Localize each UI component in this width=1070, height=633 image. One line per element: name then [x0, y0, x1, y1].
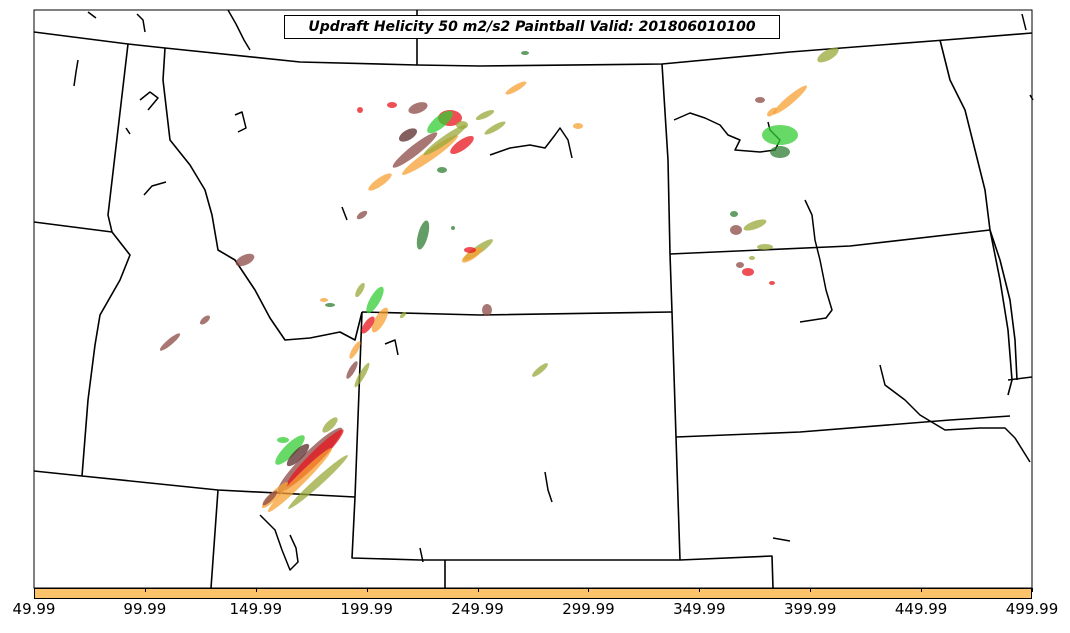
- swath: [235, 253, 255, 267]
- swath: [730, 211, 738, 217]
- water-features: [73, 9, 1034, 571]
- swath: [767, 107, 777, 117]
- map-frame: [33, 9, 1033, 589]
- colorbar-tick-mark: [921, 588, 923, 592]
- swath: [772, 85, 808, 115]
- swath: [451, 226, 455, 230]
- swath: [461, 247, 483, 263]
- swath: [277, 437, 289, 443]
- swath: [408, 102, 428, 114]
- swath: [427, 110, 453, 134]
- swath: [275, 435, 305, 465]
- swath: [755, 97, 765, 103]
- swath: [322, 417, 338, 433]
- swath: [532, 363, 548, 377]
- swath: [325, 303, 335, 307]
- swath: [262, 490, 278, 506]
- colorbar-tick-label: 99.99: [123, 600, 167, 618]
- swath: [770, 146, 790, 158]
- swath: [354, 362, 370, 388]
- swath: [357, 107, 363, 113]
- swath: [482, 304, 492, 316]
- swath: [371, 307, 389, 333]
- colorbar: [34, 588, 1032, 599]
- swath: [573, 123, 583, 129]
- swath: [349, 341, 361, 359]
- swath: [159, 333, 181, 351]
- map-title: Updraft Helicity 50 m2/s2 Paintball Vali…: [284, 15, 780, 39]
- swath: [730, 225, 742, 235]
- swath: [817, 47, 839, 63]
- colorbar-tick-mark: [588, 588, 590, 592]
- colorbar-tick-mark: [810, 588, 812, 592]
- swath: [521, 51, 529, 55]
- swath: [366, 286, 384, 314]
- colorbar-tick-label: 349.99: [673, 600, 726, 618]
- colorbar-tick-mark: [144, 588, 146, 592]
- swath: [757, 244, 773, 250]
- swath: [320, 298, 328, 302]
- swath: [423, 124, 467, 156]
- swath: [475, 109, 495, 121]
- swath: [286, 443, 310, 467]
- swath: [398, 128, 418, 142]
- swath: [437, 167, 447, 173]
- colorbar-tick-label: 299.99: [562, 600, 615, 618]
- colorbar-tick-label: 499.99: [1005, 600, 1059, 618]
- colorbar-tick-label: 199.99: [340, 600, 393, 618]
- swath: [356, 210, 368, 220]
- swath: [288, 455, 348, 509]
- colorbar-tick-label: 149.99: [229, 600, 283, 618]
- swath: [736, 262, 744, 268]
- swath: [505, 81, 527, 95]
- swath: [392, 132, 438, 168]
- colorbar-tick-label: 49.99: [12, 600, 56, 618]
- state-boundaries: [33, 10, 1033, 589]
- colorbar-tick-mark: [1032, 588, 1033, 592]
- swath: [456, 121, 468, 129]
- swath: [346, 361, 358, 379]
- swath: [399, 311, 407, 319]
- colorbar-tick-label: 449.99: [894, 600, 948, 618]
- colorbar-tick-mark: [477, 588, 479, 592]
- swath: [743, 219, 767, 231]
- colorbar-tick-mark: [699, 588, 701, 592]
- colorbar-tick-mark: [366, 588, 368, 592]
- swath: [416, 220, 430, 250]
- swath: [368, 173, 392, 191]
- swath: [749, 256, 755, 260]
- colorbar-tick-label: 399.99: [783, 600, 837, 618]
- swath: [450, 135, 474, 155]
- colorbar-tick-mark: [255, 588, 257, 592]
- swath: [464, 247, 476, 253]
- swath: [200, 315, 210, 325]
- swath: [484, 121, 506, 135]
- colorbar-tick-mark: [34, 588, 35, 592]
- swath: [742, 268, 754, 276]
- swath: [267, 447, 333, 513]
- swath: [387, 102, 397, 108]
- colorbar-tick-label: 249.99: [451, 600, 504, 618]
- swath: [361, 316, 375, 334]
- swath: [355, 282, 365, 298]
- swath: [769, 281, 775, 285]
- swath: [762, 125, 798, 145]
